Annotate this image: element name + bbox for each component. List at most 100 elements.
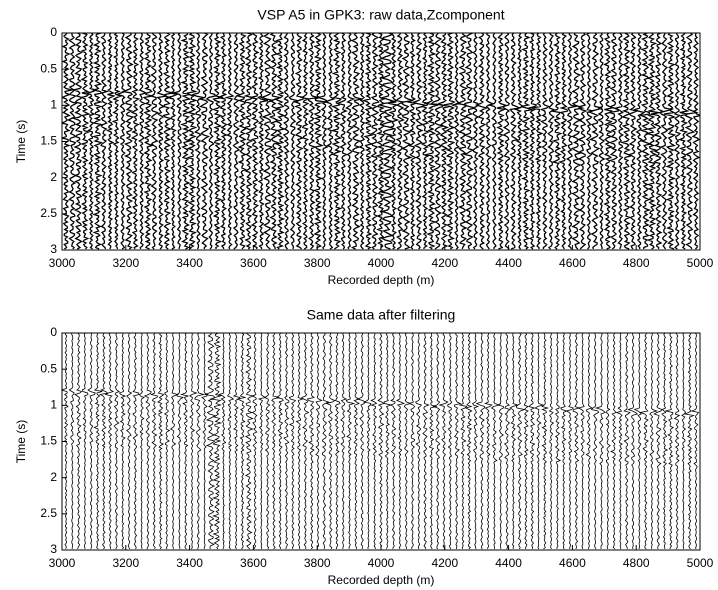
trace bbox=[205, 33, 216, 250]
trace bbox=[212, 33, 224, 250]
trace bbox=[176, 333, 185, 550]
trace bbox=[665, 333, 675, 550]
trace bbox=[541, 333, 550, 550]
trace bbox=[191, 33, 206, 250]
trace bbox=[180, 33, 192, 250]
trace bbox=[275, 333, 284, 550]
trace bbox=[163, 333, 171, 550]
trace bbox=[638, 33, 653, 250]
trace bbox=[661, 333, 669, 550]
trace bbox=[503, 333, 511, 550]
trace bbox=[502, 33, 511, 250]
trace bbox=[300, 33, 311, 250]
y-tick-label: 1.5 bbox=[40, 134, 57, 148]
trace bbox=[345, 33, 356, 250]
trace bbox=[315, 333, 323, 550]
trace bbox=[85, 33, 98, 250]
trace bbox=[428, 333, 438, 550]
trace bbox=[321, 333, 330, 550]
trace bbox=[395, 333, 406, 550]
y-tick-label: 1 bbox=[50, 98, 57, 112]
trace bbox=[471, 33, 480, 250]
trace bbox=[447, 333, 453, 550]
trace bbox=[487, 33, 497, 250]
trace bbox=[74, 333, 83, 550]
trace bbox=[100, 33, 110, 250]
x-tick-label: 4000 bbox=[368, 556, 395, 570]
trace bbox=[577, 333, 585, 550]
trace bbox=[458, 333, 468, 550]
trace bbox=[472, 333, 480, 550]
x-tick-label: 4600 bbox=[559, 256, 586, 270]
x-tick-label: 3200 bbox=[112, 556, 139, 570]
trace bbox=[520, 33, 533, 250]
trace bbox=[257, 333, 267, 550]
trace bbox=[226, 333, 235, 550]
trace bbox=[649, 333, 659, 550]
trace bbox=[217, 333, 227, 550]
y-tick-label: 2 bbox=[50, 470, 57, 484]
x-tick-label: 4400 bbox=[495, 556, 522, 570]
trace bbox=[430, 33, 445, 250]
trace bbox=[673, 33, 682, 250]
x-tick-label: 3000 bbox=[49, 556, 76, 570]
x-tick-label: 3000 bbox=[49, 256, 76, 270]
trace bbox=[523, 333, 529, 550]
trace bbox=[408, 333, 416, 550]
trace bbox=[454, 333, 462, 550]
trace bbox=[150, 333, 159, 550]
trace bbox=[627, 333, 639, 550]
trace bbox=[422, 333, 430, 550]
trace bbox=[690, 333, 700, 550]
trace bbox=[462, 33, 476, 250]
trace bbox=[560, 333, 568, 550]
trace bbox=[570, 33, 585, 250]
trace bbox=[162, 33, 173, 250]
trace bbox=[306, 333, 315, 550]
trace bbox=[307, 33, 319, 250]
trace bbox=[185, 33, 198, 250]
y-tick-label: 0.5 bbox=[40, 61, 57, 75]
trace bbox=[509, 333, 519, 550]
trace bbox=[201, 333, 209, 550]
trace bbox=[143, 333, 152, 550]
trace bbox=[243, 33, 254, 250]
trace bbox=[362, 333, 372, 550]
x-tick-label: 3400 bbox=[176, 556, 203, 570]
trace bbox=[420, 33, 430, 250]
trace bbox=[324, 33, 336, 250]
trace bbox=[264, 333, 271, 550]
trace bbox=[118, 333, 127, 550]
trace bbox=[259, 33, 274, 250]
trace bbox=[271, 333, 280, 550]
y-tick-label: 0 bbox=[50, 325, 57, 339]
y-tick-label: 3 bbox=[50, 242, 57, 256]
trace bbox=[301, 333, 310, 550]
trace bbox=[232, 333, 241, 550]
chart-title: VSP A5 in GPK3: raw data,Zcomponent bbox=[257, 7, 504, 23]
trace bbox=[377, 333, 385, 550]
trace bbox=[204, 333, 216, 550]
trace bbox=[406, 33, 418, 250]
trace bbox=[590, 333, 600, 550]
trace bbox=[484, 333, 493, 550]
trace bbox=[87, 333, 96, 550]
trace bbox=[98, 333, 109, 550]
trace bbox=[614, 33, 624, 250]
trace bbox=[395, 33, 405, 250]
trace bbox=[113, 333, 120, 550]
trace bbox=[325, 333, 336, 550]
trace bbox=[62, 33, 72, 250]
trace bbox=[490, 333, 501, 549]
trace bbox=[585, 33, 595, 250]
trace bbox=[189, 333, 198, 550]
x-tick-label: 4200 bbox=[431, 556, 458, 570]
trace bbox=[650, 33, 664, 250]
trace bbox=[412, 33, 426, 250]
trace bbox=[169, 333, 180, 550]
trace bbox=[691, 33, 700, 250]
trace bbox=[597, 33, 606, 250]
trace bbox=[358, 33, 366, 250]
trace bbox=[684, 33, 699, 250]
trace bbox=[79, 33, 91, 250]
